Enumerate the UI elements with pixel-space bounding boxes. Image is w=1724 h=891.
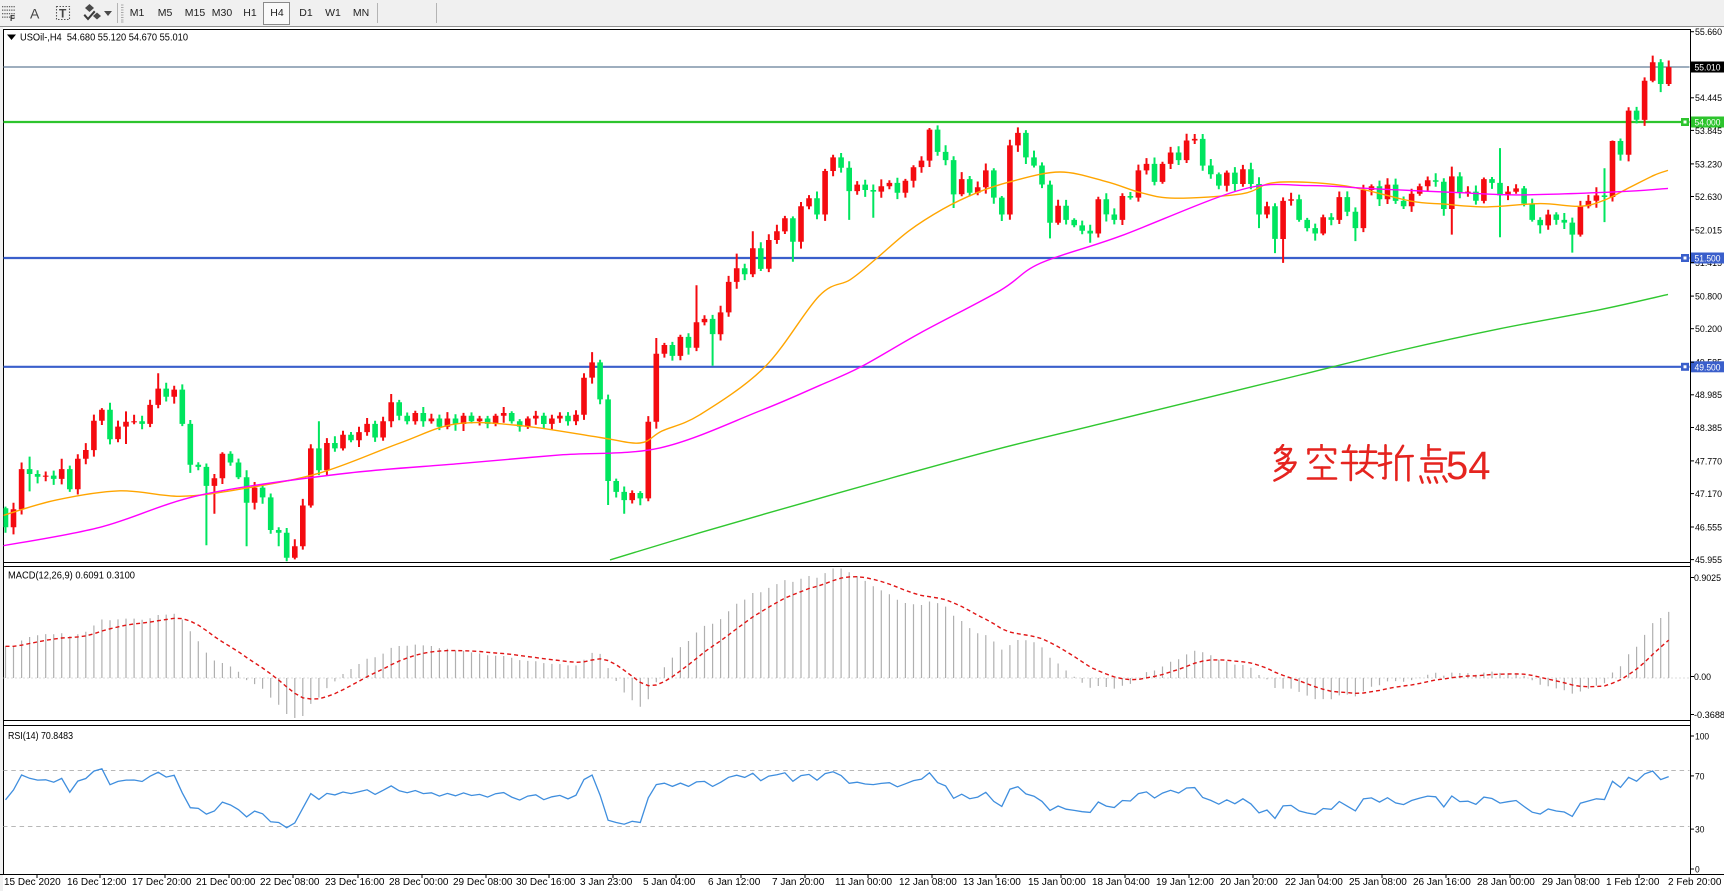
svg-text:RSI(14) 70.8483: RSI(14) 70.8483 <box>8 731 73 742</box>
svg-text:A: A <box>30 6 40 22</box>
svg-text:48.985: 48.985 <box>1695 390 1722 401</box>
svg-text:46.555: 46.555 <box>1695 522 1722 533</box>
svg-text:-0.3688: -0.3688 <box>1694 710 1724 721</box>
svg-text:F: F <box>10 14 15 23</box>
svg-text:54.445: 54.445 <box>1695 93 1722 104</box>
svg-text:47.770: 47.770 <box>1695 456 1722 467</box>
svg-text:100: 100 <box>1695 731 1709 742</box>
svg-text:T: T <box>59 7 67 21</box>
svg-text:52.630: 52.630 <box>1695 192 1722 203</box>
svg-text:49.500: 49.500 <box>1695 362 1721 373</box>
svg-text:47.170: 47.170 <box>1695 489 1722 500</box>
svg-text:54.000: 54.000 <box>1695 118 1721 129</box>
svg-text:55.660: 55.660 <box>1695 27 1722 38</box>
svg-text:0: 0 <box>1695 864 1700 875</box>
svg-text:70: 70 <box>1695 771 1704 782</box>
svg-text:55.010: 55.010 <box>1695 63 1721 74</box>
svg-text:30: 30 <box>1695 825 1704 836</box>
svg-text:0.00: 0.00 <box>1694 672 1711 683</box>
svg-text:MACD(12,26,9) 0.6091 0.3100: MACD(12,26,9) 0.6091 0.3100 <box>8 570 136 581</box>
svg-text:USOil-,H4 54.680 55.120 54.67: USOil-,H4 54.680 55.120 54.670 55.010 <box>20 32 189 43</box>
svg-text:52.015: 52.015 <box>1695 225 1722 236</box>
svg-text:54: 54 <box>1446 444 1491 486</box>
svg-text:50.200: 50.200 <box>1695 324 1722 335</box>
svg-text:53.845: 53.845 <box>1695 126 1722 137</box>
svg-text:51.500: 51.500 <box>1695 254 1721 265</box>
svg-text:50.800: 50.800 <box>1695 292 1722 303</box>
svg-text:48.385: 48.385 <box>1695 423 1722 434</box>
svg-text:45.955: 45.955 <box>1695 555 1722 566</box>
svg-text:53.230: 53.230 <box>1695 159 1722 170</box>
svg-text:0.9025: 0.9025 <box>1694 573 1721 584</box>
